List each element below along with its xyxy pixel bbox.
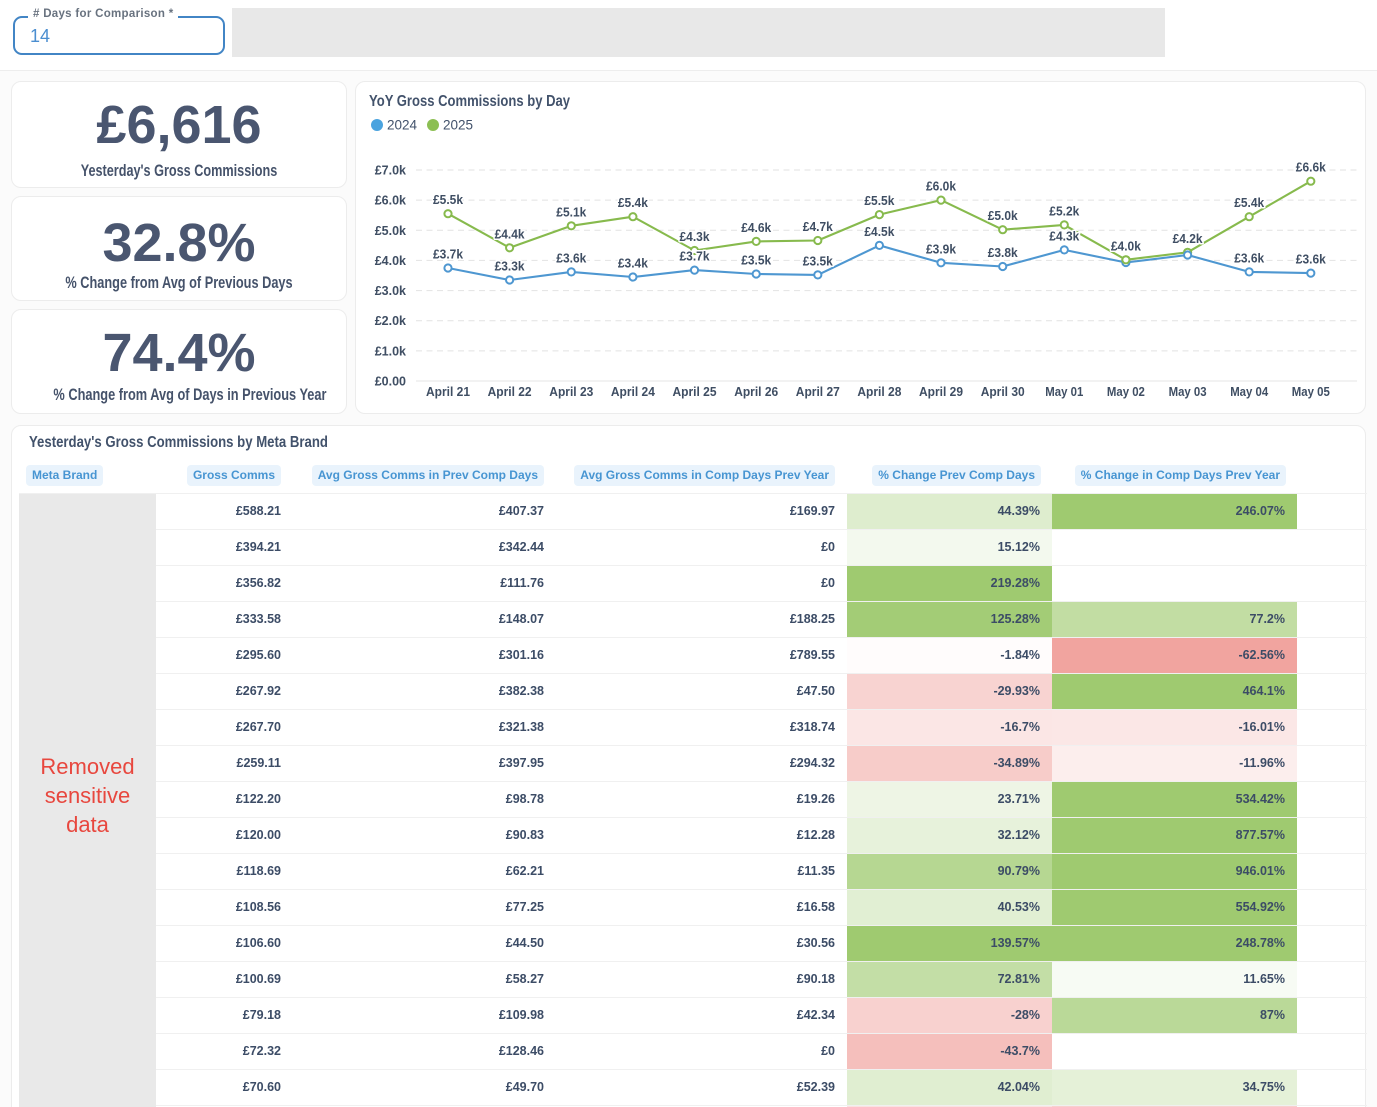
svg-text:£4.6k: £4.6k — [741, 220, 772, 235]
svg-text:£3.8k: £3.8k — [988, 245, 1019, 260]
svg-text:April 25: April 25 — [673, 385, 717, 399]
svg-text:May 01: May 01 — [1045, 385, 1083, 399]
svg-text:£5.0k: £5.0k — [988, 208, 1019, 223]
svg-text:£4.3k: £4.3k — [680, 229, 711, 244]
svg-text:May 04: May 04 — [1230, 385, 1268, 399]
svg-text:£4.0k: £4.0k — [375, 254, 406, 268]
svg-text:April 29: April 29 — [919, 385, 963, 399]
svg-text:May 03: May 03 — [1169, 385, 1207, 399]
svg-text:£3.0k: £3.0k — [375, 284, 406, 298]
svg-text:May 05: May 05 — [1292, 385, 1330, 399]
svg-text:April 21: April 21 — [426, 385, 470, 399]
svg-text:£3.7k: £3.7k — [433, 247, 464, 262]
svg-text:£7.0k: £7.0k — [375, 164, 406, 178]
svg-text:£3.7k: £3.7k — [680, 249, 711, 264]
svg-text:£4.0k: £4.0k — [1111, 238, 1142, 253]
svg-text:£5.1k: £5.1k — [556, 204, 587, 219]
svg-text:2025: 2025 — [443, 118, 473, 133]
svg-text:£3.9k: £3.9k — [926, 241, 957, 256]
svg-text:£3.5k: £3.5k — [803, 253, 834, 268]
svg-text:April 22: April 22 — [488, 385, 532, 399]
svg-text:£4.2k: £4.2k — [1173, 231, 1204, 246]
svg-text:2024: 2024 — [387, 118, 418, 133]
svg-text:£0.00: £0.00 — [375, 375, 406, 389]
svg-text:April 27: April 27 — [796, 385, 840, 399]
svg-text:£5.5k: £5.5k — [433, 192, 464, 207]
svg-text:£4.5k: £4.5k — [864, 224, 895, 239]
svg-text:April 30: April 30 — [981, 385, 1025, 399]
svg-text:£5.4k: £5.4k — [618, 195, 649, 210]
svg-text:£6.0k: £6.0k — [926, 179, 957, 194]
svg-text:£4.3k: £4.3k — [1049, 228, 1080, 243]
svg-text:£5.2k: £5.2k — [1049, 203, 1080, 218]
svg-text:£3.6k: £3.6k — [1296, 252, 1327, 267]
svg-text:May 02: May 02 — [1107, 385, 1145, 399]
svg-text:£1.0k: £1.0k — [375, 344, 406, 358]
svg-text:April 23: April 23 — [549, 385, 593, 399]
svg-text:£2.0k: £2.0k — [375, 314, 406, 328]
svg-text:£3.5k: £3.5k — [741, 253, 772, 268]
svg-text:£5.4k: £5.4k — [1234, 195, 1265, 210]
svg-text:£3.6k: £3.6k — [1234, 250, 1265, 265]
svg-text:£5.0k: £5.0k — [375, 224, 406, 238]
svg-text:April 24: April 24 — [611, 385, 655, 399]
svg-text:April 26: April 26 — [734, 385, 778, 399]
svg-text:£3.4k: £3.4k — [618, 256, 649, 271]
svg-text:£6.6k: £6.6k — [1296, 160, 1327, 175]
svg-text:£3.6k: £3.6k — [556, 250, 587, 265]
svg-text:£4.4k: £4.4k — [495, 226, 526, 241]
svg-text:April 28: April 28 — [857, 385, 901, 399]
svg-text:£4.7k: £4.7k — [803, 219, 834, 234]
svg-text:£6.0k: £6.0k — [375, 194, 406, 208]
svg-text:£3.3k: £3.3k — [495, 259, 526, 274]
svg-text:YoY Gross Commissions by Day: YoY Gross Commissions by Day — [369, 93, 570, 110]
svg-text:£5.5k: £5.5k — [864, 193, 895, 208]
